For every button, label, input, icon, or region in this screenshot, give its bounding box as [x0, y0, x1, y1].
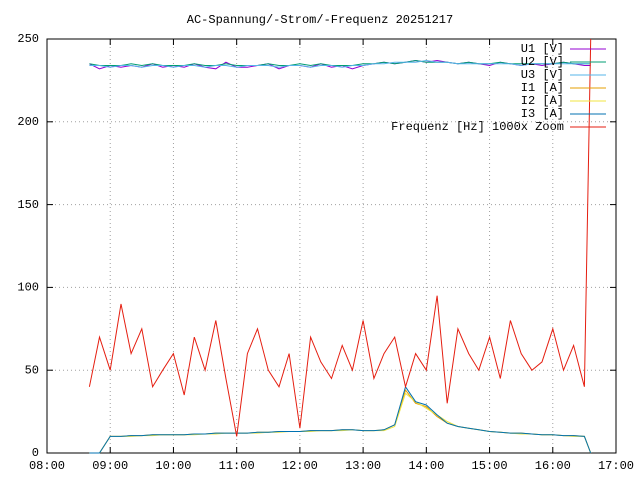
legend-label: U2 [V]: [521, 55, 564, 69]
y-tick-label: 150: [17, 198, 39, 212]
x-tick-label: 11:00: [219, 459, 255, 473]
data-line: [89, 389, 592, 454]
y-tick-label: 0: [32, 446, 39, 460]
legend-label: U1 [V]: [521, 42, 564, 56]
legend-label: I1 [A]: [521, 81, 564, 95]
x-tick-label: 08:00: [29, 459, 65, 473]
x-tick-label: 13:00: [345, 459, 381, 473]
x-tick-label: 17:00: [598, 459, 634, 473]
x-tick-label: 09:00: [92, 459, 128, 473]
data-line: [89, 59, 591, 68]
x-tick-label: 10:00: [155, 459, 191, 473]
chart-title: AC-Spannung/-Strom/-Frequenz 20251217: [187, 13, 453, 27]
data-line: [89, 385, 592, 454]
y-tick-label: 200: [17, 115, 39, 129]
x-tick-label: 12:00: [282, 459, 318, 473]
y-tick-label: 100: [17, 281, 39, 295]
legend-label: I2 [A]: [521, 94, 564, 108]
x-tick-label: 14:00: [408, 459, 444, 473]
data-line: [89, 392, 592, 454]
legend-label: U3 [V]: [521, 68, 564, 82]
data-line: [88, 38, 592, 437]
plot-frame: [46, 38, 617, 454]
legend-label: I3 [A]: [521, 107, 564, 121]
x-tick-label: 15:00: [472, 459, 508, 473]
legend-label: Frequenz [Hz] 1000x Zoom: [391, 120, 564, 134]
x-tick-label: 16:00: [535, 459, 571, 473]
y-tick-label: 250: [17, 32, 39, 46]
y-tick-label: 50: [25, 363, 39, 377]
